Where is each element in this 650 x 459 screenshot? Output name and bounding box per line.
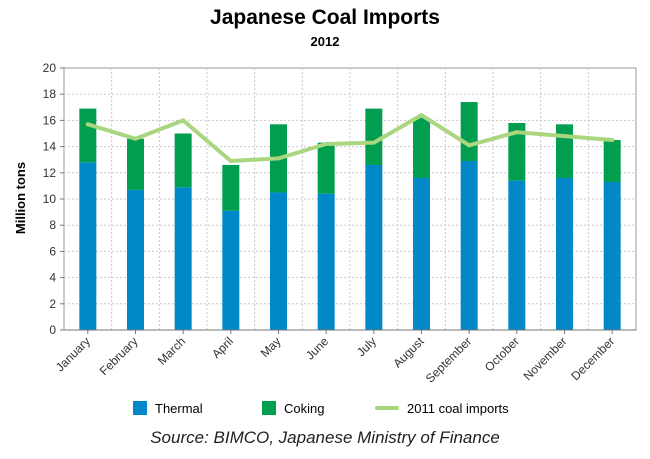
- bar-coking: [317, 142, 335, 194]
- x-tick-label: February: [97, 334, 141, 378]
- bar-thermal: [127, 189, 144, 330]
- legend: Thermal Coking 2011 coal imports: [0, 398, 650, 418]
- x-tick-label: January: [53, 334, 93, 374]
- x-tick-label: September: [423, 334, 474, 385]
- y-tick-label: 8: [49, 218, 56, 232]
- source-note: Source: BIMCO, Japanese Ministry of Fina…: [150, 428, 500, 447]
- legend-swatch-coking: [262, 401, 276, 415]
- y-tick-label: 10: [43, 192, 57, 206]
- bar-coking: [79, 108, 97, 163]
- line-point: [324, 141, 329, 146]
- bar-thermal: [79, 162, 97, 330]
- y-tick-label: 20: [43, 61, 57, 75]
- line-point: [371, 140, 376, 145]
- line-point: [562, 134, 567, 139]
- line-point: [514, 130, 519, 135]
- x-tick-label: June: [303, 334, 332, 363]
- legend-label-2011-imports: 2011 coal imports: [407, 400, 509, 416]
- x-tick-label: November: [521, 334, 570, 383]
- bar-thermal: [413, 178, 430, 330]
- legend-label-thermal: Thermal: [155, 400, 203, 416]
- chart-title: Japanese Coal Imports: [210, 6, 440, 29]
- legend-swatch-thermal: [133, 401, 147, 415]
- line-point: [467, 143, 472, 148]
- bar-thermal: [460, 161, 478, 330]
- gridlines: [63, 67, 637, 331]
- bar-coking: [413, 117, 430, 179]
- line-point: [610, 138, 615, 143]
- y-tick-label: 2: [49, 297, 56, 311]
- bar-coking: [174, 133, 192, 188]
- line-point: [85, 122, 90, 127]
- y-tick-label: 16: [43, 113, 57, 127]
- bar-coking: [556, 124, 573, 179]
- y-axis-label: Million tons: [13, 162, 28, 234]
- bar-coking: [508, 123, 526, 181]
- bars: [79, 102, 621, 330]
- chart-subtitle: 2012: [310, 34, 340, 49]
- legend-item-2011-imports: 2011 coal imports: [375, 398, 509, 418]
- bar-coking: [127, 138, 144, 190]
- legend-label-coking: Coking: [284, 400, 325, 416]
- x-tick-label: October: [482, 334, 522, 374]
- line-point: [228, 159, 233, 164]
- legend-swatch-2011-imports: [375, 406, 399, 410]
- line-series: [85, 113, 615, 164]
- y-tick-label: 4: [49, 271, 56, 285]
- y-tick-label: 6: [49, 244, 56, 258]
- x-tick-label: May: [258, 334, 284, 360]
- bar-thermal: [270, 192, 287, 330]
- bar-thermal: [365, 164, 383, 330]
- x-tick-label: July: [354, 334, 379, 359]
- x-tick-label: December: [568, 334, 617, 383]
- legend-item-coking: Coking: [262, 398, 324, 418]
- x-tick-label: April: [209, 334, 236, 361]
- y-tick-label: 18: [43, 87, 57, 101]
- x-tick-label: March: [155, 334, 188, 367]
- bar-thermal: [603, 181, 621, 330]
- bar-coking: [460, 102, 478, 162]
- line-point: [133, 136, 138, 141]
- legend-item-thermal: Thermal: [133, 398, 203, 418]
- line-point: [181, 118, 186, 123]
- bar-thermal: [174, 187, 192, 330]
- bar-thermal: [508, 180, 526, 330]
- y-tick-label: 0: [49, 323, 56, 337]
- line-point: [276, 156, 281, 161]
- bar-coking: [603, 140, 621, 182]
- bar-thermal: [556, 178, 573, 330]
- bar-thermal: [317, 193, 335, 330]
- bar-coking: [222, 164, 240, 211]
- x-tick-label: August: [390, 334, 427, 371]
- y-tick-label: 12: [43, 166, 57, 180]
- line-2011-coal-imports: [85, 113, 615, 164]
- line-point: [419, 113, 424, 118]
- bar-coking: [365, 108, 383, 165]
- y-tick-label: 14: [43, 140, 57, 154]
- bar-thermal: [222, 210, 240, 330]
